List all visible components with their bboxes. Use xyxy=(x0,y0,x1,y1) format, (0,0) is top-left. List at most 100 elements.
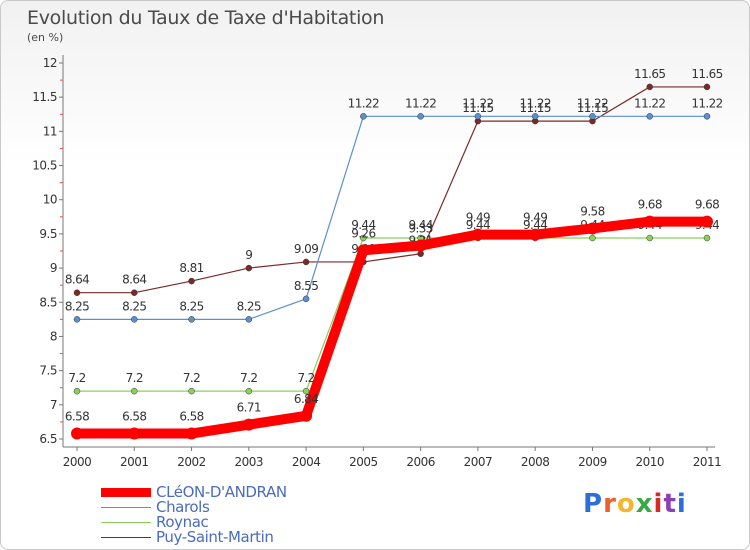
data-label: 8.25 xyxy=(179,299,203,313)
data-point xyxy=(643,215,656,228)
y-tick-label: 11.5 xyxy=(32,90,57,104)
data-point xyxy=(188,277,195,285)
data-point xyxy=(360,234,367,242)
data-point xyxy=(128,427,141,440)
proxiti-logo: Proxiti xyxy=(583,489,687,519)
x-tick-label: 2001 xyxy=(120,455,149,469)
data-label: 8.55 xyxy=(294,279,318,293)
data-point xyxy=(73,316,81,323)
data-label: 6.58 xyxy=(179,410,203,424)
x-tick-label: 2007 xyxy=(464,455,493,469)
y-tick-label: 10.5 xyxy=(32,159,57,173)
series-line xyxy=(76,237,708,392)
x-tick-label: 2010 xyxy=(635,455,664,469)
data-point xyxy=(703,83,711,91)
data-point xyxy=(531,113,539,120)
data-point xyxy=(474,113,482,120)
data-point xyxy=(646,83,653,91)
data-point xyxy=(646,113,653,120)
data-point xyxy=(188,316,195,323)
data-label: 7.2 xyxy=(126,371,143,385)
data-point xyxy=(703,234,711,242)
logo-letter: i xyxy=(653,489,664,519)
x-tick-label: 2009 xyxy=(578,455,607,469)
data-point xyxy=(357,244,370,257)
data-point xyxy=(701,215,713,228)
data-label: 11.22 xyxy=(348,96,379,110)
data-label: 9.49 xyxy=(523,211,547,225)
data-point xyxy=(245,387,253,395)
legend-swatch-charols xyxy=(101,500,151,515)
data-point xyxy=(589,234,596,242)
data-label: 11.22 xyxy=(405,96,436,110)
data-label: 11.65 xyxy=(634,67,665,81)
data-point xyxy=(360,113,367,120)
data-label: 9.33 xyxy=(408,222,432,236)
legend-label-puy-saint-martin: Puy-Saint-Martin xyxy=(156,528,274,546)
data-label: 6.84 xyxy=(294,392,318,406)
data-label: 8.64 xyxy=(122,273,146,287)
data-label: 9.09 xyxy=(294,242,318,256)
data-label: 7.2 xyxy=(240,371,257,385)
data-point xyxy=(131,316,138,323)
data-point xyxy=(242,418,255,431)
axes: 6.5 7 7.5 8 8.5 9 9.5 10 10.5 11 11.5 12 2000 2001 200… xyxy=(32,55,722,469)
data-label: 9.68 xyxy=(638,198,662,212)
x-tick-label: 2000 xyxy=(63,455,92,469)
series-charols: 8.25 8.25 8.25 8.25 8.55 11.22 11.22 11.22 11.22… xyxy=(65,96,723,323)
data-label: 11.15 xyxy=(520,101,551,115)
data-label: 9 xyxy=(245,248,252,262)
legend-label-roynac: Roynac xyxy=(156,513,209,531)
data-label: 6.71 xyxy=(237,401,261,415)
series-line xyxy=(72,216,712,439)
data-label: 6.58 xyxy=(122,410,146,424)
data-point xyxy=(71,427,83,440)
data-point xyxy=(703,113,711,120)
y-tick-label: 10 xyxy=(43,193,57,207)
data-label: 9.44 xyxy=(466,218,490,232)
data-label: 11.15 xyxy=(462,101,493,115)
data-label: 7.2 xyxy=(68,371,85,385)
data-point xyxy=(131,289,138,296)
legend-label-charols: Charols xyxy=(156,498,210,516)
data-label: 11.65 xyxy=(691,67,722,81)
x-tick-label: 2011 xyxy=(693,455,722,469)
x-tick-label: 2003 xyxy=(235,455,264,469)
data-label: 9.68 xyxy=(695,198,719,212)
series-cl-on-d-andran: 6.58 6.58 6.58 6.71 6.84 9.26 9.33 9.49 9.49 9.58… xyxy=(65,198,720,440)
data-label: 11.22 xyxy=(462,96,493,110)
legend-swatch-cleon xyxy=(101,485,151,500)
series-puy-saint-martin: 8.648.648.8199.099.099.2111.1511.1511.15… xyxy=(65,67,723,296)
series-line xyxy=(76,86,708,294)
logo-letter: t xyxy=(663,489,677,519)
data-point xyxy=(529,228,542,241)
data-label: 9.26 xyxy=(351,226,375,240)
logo-letter: r xyxy=(603,489,617,519)
y-tick-label: 8.5 xyxy=(39,295,57,309)
logo-letter: P xyxy=(583,489,604,519)
y-tick-label: 7 xyxy=(50,398,57,412)
data-label: 11.22 xyxy=(691,96,722,110)
y-tick-label: 9.5 xyxy=(39,227,57,241)
legend-swatch-puy-saint-martin xyxy=(101,530,151,545)
data-point xyxy=(302,295,310,303)
data-point xyxy=(417,113,424,120)
data-label: 8.64 xyxy=(65,273,89,287)
data-point xyxy=(471,228,484,241)
data-label: 8.25 xyxy=(122,299,146,313)
data-label: 7.2 xyxy=(183,371,200,385)
data-point xyxy=(245,316,253,323)
x-tick-label: 2008 xyxy=(521,455,550,469)
data-label: 9.44 xyxy=(351,218,375,232)
data-label: 11.22 xyxy=(577,96,608,110)
data-label: 11.22 xyxy=(634,96,665,110)
logo-letter: i xyxy=(676,489,687,519)
y-tick-label: 9 xyxy=(50,261,57,275)
data-label: 8.81 xyxy=(179,261,203,275)
data-point xyxy=(417,250,424,257)
x-tick-label: 2002 xyxy=(177,455,206,469)
data-point xyxy=(586,222,599,235)
legend-label-cleon: CLéON-D'ANDRAN xyxy=(156,483,287,501)
data-label: 11.15 xyxy=(577,101,608,115)
data-label: 9.44 xyxy=(523,218,547,232)
